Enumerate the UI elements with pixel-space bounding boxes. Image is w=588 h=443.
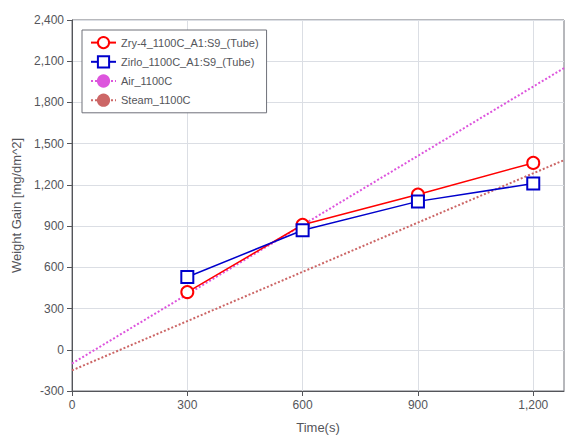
svg-text:Steam_1100C: Steam_1100C — [121, 94, 191, 106]
svg-text:1,800: 1,800 — [34, 95, 64, 109]
svg-text:0: 0 — [69, 398, 76, 412]
svg-text:300: 300 — [44, 302, 64, 316]
svg-text:Zry-4_1100C_A1:S9_(Tube): Zry-4_1100C_A1:S9_(Tube) — [121, 37, 259, 49]
svg-text:900: 900 — [408, 398, 428, 412]
svg-text:Weight Gain [mg/dm^2]: Weight Gain [mg/dm^2] — [9, 138, 24, 273]
svg-text:600: 600 — [293, 398, 313, 412]
svg-text:600: 600 — [44, 260, 64, 274]
svg-text:1,200: 1,200 — [34, 178, 64, 192]
svg-text:0: 0 — [57, 343, 64, 357]
svg-text:-300: -300 — [40, 384, 64, 398]
svg-text:300: 300 — [177, 398, 197, 412]
svg-text:Zirlo_1100C_A1:S9_(Tube): Zirlo_1100C_A1:S9_(Tube) — [121, 56, 254, 68]
svg-text:1,200: 1,200 — [518, 398, 548, 412]
svg-text:1,500: 1,500 — [34, 137, 64, 151]
svg-text:2,400: 2,400 — [34, 13, 64, 27]
svg-text:Time(s): Time(s) — [296, 420, 340, 435]
svg-text:900: 900 — [44, 219, 64, 233]
svg-text:2,100: 2,100 — [34, 54, 64, 68]
svg-text:Air_1100C: Air_1100C — [121, 75, 172, 87]
